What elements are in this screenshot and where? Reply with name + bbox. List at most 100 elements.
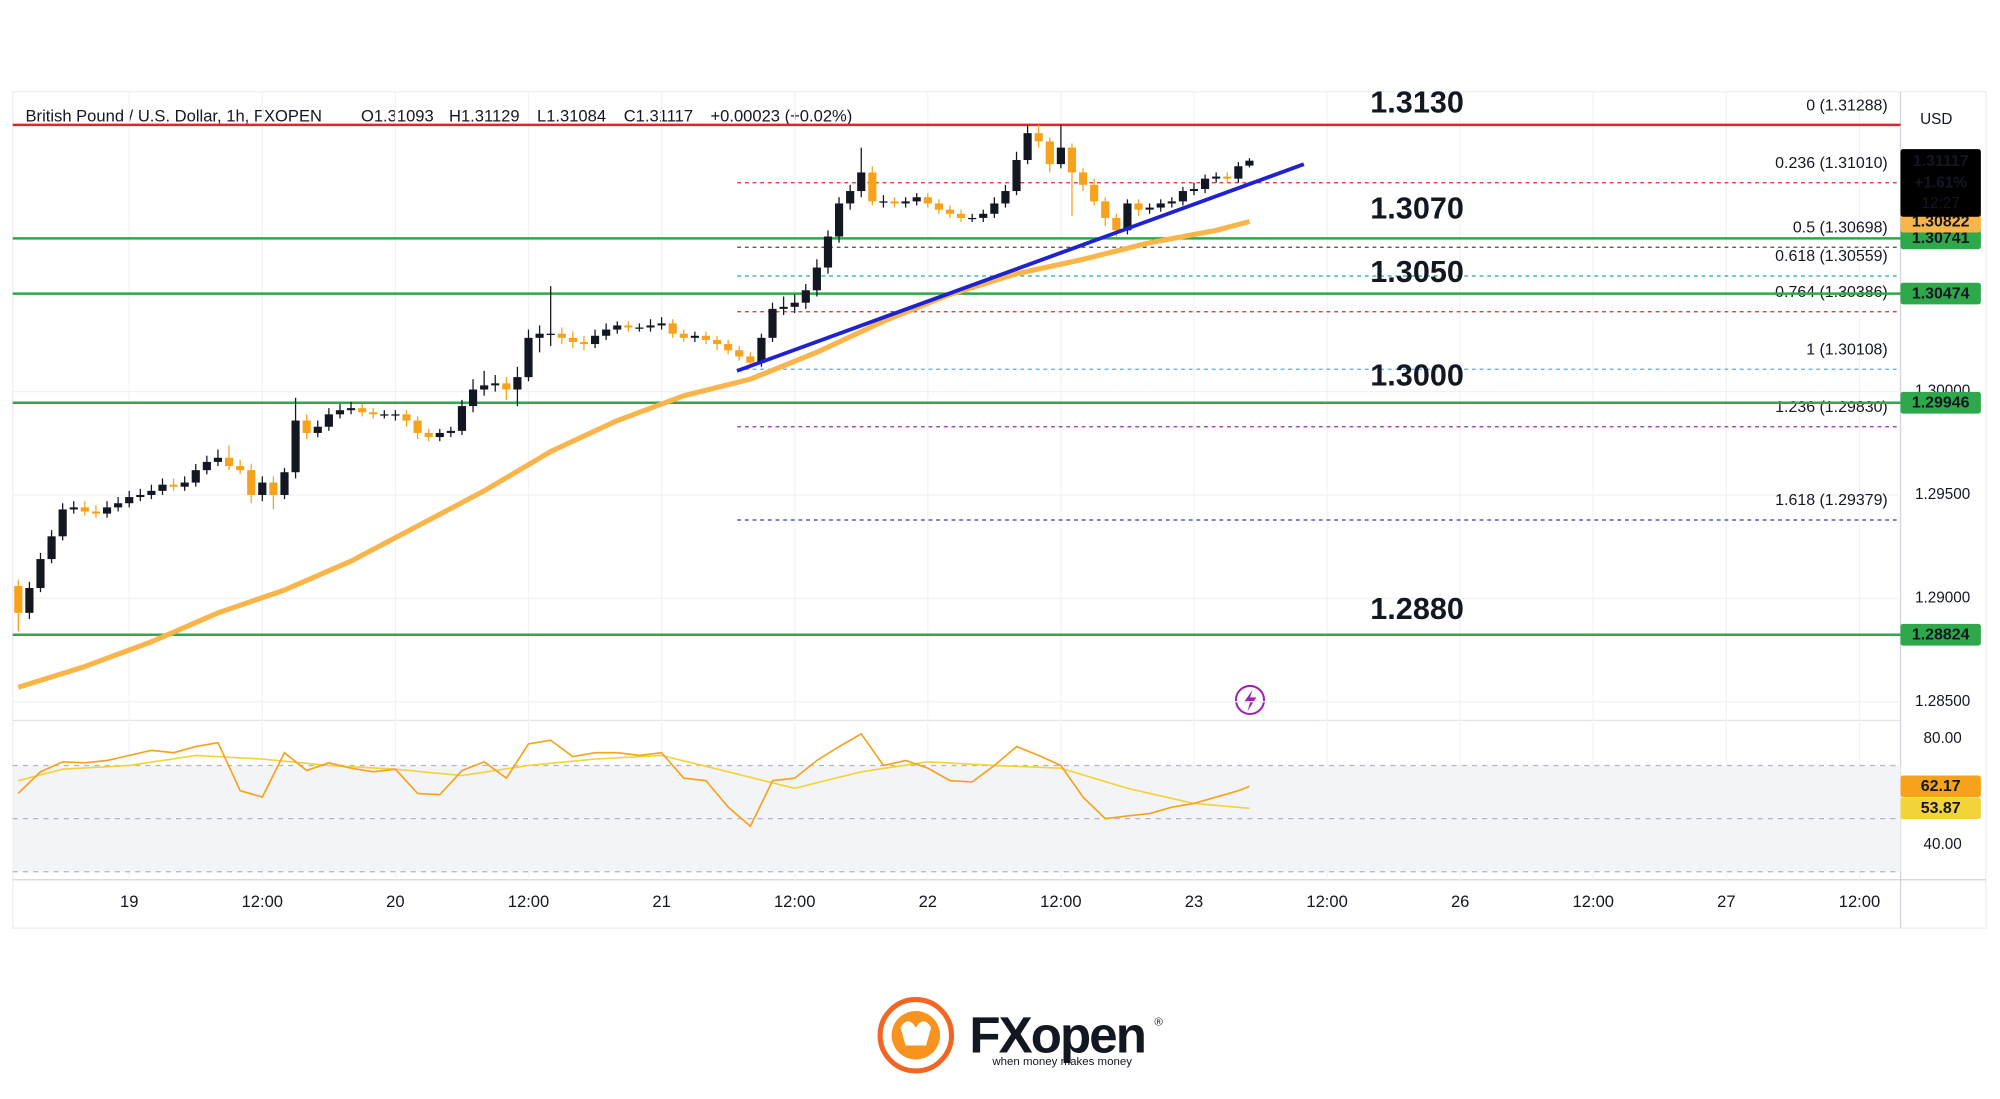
candle-body [1189,188,1199,192]
candle-body [258,482,267,495]
candle-body [1067,147,1077,173]
candle-body [236,466,245,471]
candle-body [358,408,367,413]
candle-body [180,482,189,487]
candle-body [568,337,577,342]
candle-body [1134,203,1143,210]
level-annotation: 1.3070 [1370,191,1464,225]
y-tick-label: 1.29500 [1915,486,1970,503]
candle-body [335,410,345,415]
fib-label: 1 (1.30108) [1806,341,1888,358]
fib-label: 0 (1.31288) [1806,97,1888,114]
candle-body [934,203,943,210]
candle-body [712,339,722,345]
candle-body [1145,207,1154,210]
price-change: +0.00023 (+0.02%) [710,107,852,126]
rsi-ma-tag-box [1900,797,1981,820]
candle-body [901,201,910,204]
candle-body [114,503,123,508]
candle-body [701,335,711,340]
candle-body [602,329,611,336]
logo-brand: FXopen [969,1007,1145,1064]
logo-ring [877,997,955,1074]
candle-body [191,470,200,483]
level-tag-box [1900,227,1981,250]
fib-label: 1.618 (1.29379) [1775,492,1888,509]
candle-body [801,290,810,303]
candle-body [1178,191,1187,202]
candle-body [579,341,589,345]
candle-body [1101,201,1110,218]
candle-body [513,377,522,390]
candle-body [990,203,999,214]
candle-body [834,203,844,237]
alert-icon-bolt[interactable] [1243,689,1257,712]
candle-body [47,536,56,560]
candle-body [735,350,744,357]
candle-body [890,201,899,204]
candle-body [546,333,555,335]
candle-body [524,337,533,378]
candle-body [391,414,400,416]
x-tick-label: 21 [652,892,670,911]
fib-label: 0.5 (1.30698) [1793,219,1888,236]
candle-body [635,327,644,329]
level-tag: 1.29946 [1912,395,1970,412]
candle-body [491,383,500,386]
currency-label: USD [1920,111,1952,128]
candle-body [679,333,688,338]
x-tick-label: 12:00 [242,892,283,911]
candle-body [535,333,544,338]
candle-body [857,172,866,192]
level-annotation: 1.3000 [1370,358,1464,392]
candle-body [480,385,489,390]
candle-body [136,494,145,498]
candle-body [446,430,455,433]
candle-body [502,383,511,390]
candle-body [724,344,733,351]
logo: FXopen ® when money makes money [877,997,1163,1074]
alert-icon-ring[interactable] [1234,684,1266,715]
candle-body [457,406,467,431]
candle-body [25,588,34,613]
chart-title: British Pound / U.S. Dollar, 1h, FXOPEN [26,107,322,126]
ohlc-close: C1.31117 [624,107,693,126]
candle-body [1167,201,1176,204]
candle-body [324,414,333,427]
candle-body [945,209,955,214]
candle-body [1112,217,1121,231]
candle-body [879,201,888,203]
level-tag: 1.28824 [1912,627,1970,644]
candle-body [668,323,677,334]
y-tick-label: 1.28500 [1915,693,1970,710]
candle-body [14,585,23,613]
level-annotation: 1.2880 [1370,592,1464,626]
candle-body [302,420,311,433]
logo-tagline: when money makes money [991,1056,1132,1068]
x-tick-label: 12:00 [774,892,815,911]
logo-bull [900,1021,932,1046]
candle-body [1212,176,1221,179]
ohlc-high: H1.31129 [449,107,520,126]
candle-body [380,414,389,416]
rsi-line [17,732,1250,828]
candle-body [435,432,444,438]
alert-icon[interactable] [1234,684,1266,715]
fib-label: 0.618 (1.30559) [1775,248,1888,265]
x-tick-label: 12:00 [1573,892,1614,911]
x-tick-label: 12:00 [1839,892,1880,911]
candle-body [269,482,278,495]
candle-body [224,457,234,467]
candle-body [413,420,422,433]
level-tag-box [1900,391,1981,414]
candle-body [746,356,755,363]
y-tick-label: 1.29000 [1915,589,1970,606]
candle-body [147,490,156,495]
ohlc-open: O1.31093 [361,107,434,126]
candle-body [657,323,666,326]
candle-body [346,408,356,411]
candle-body [768,308,777,338]
candle-body [1234,166,1243,179]
candle-body [102,507,112,514]
